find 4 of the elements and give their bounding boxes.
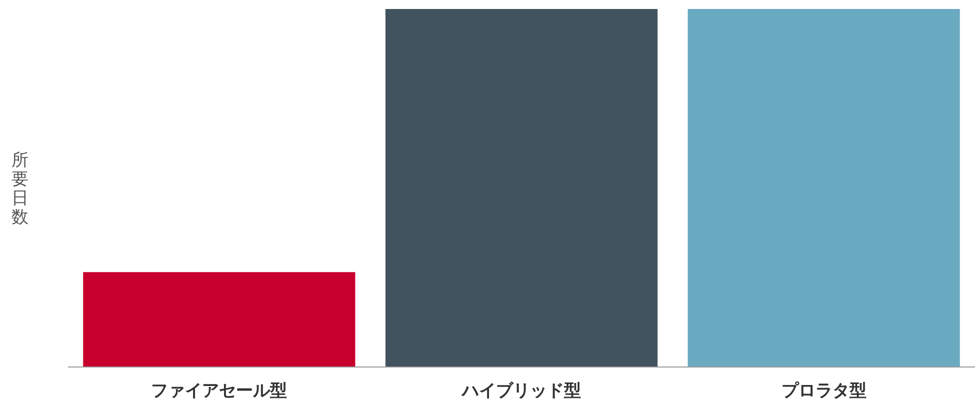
x-tick-label: ハイブリッド型 [460,381,581,400]
x-tick-label: ファイアセール型 [151,381,288,400]
y-axis-title: 所要日数 [12,150,28,226]
x-tick-label: プロラタ型 [781,381,866,400]
